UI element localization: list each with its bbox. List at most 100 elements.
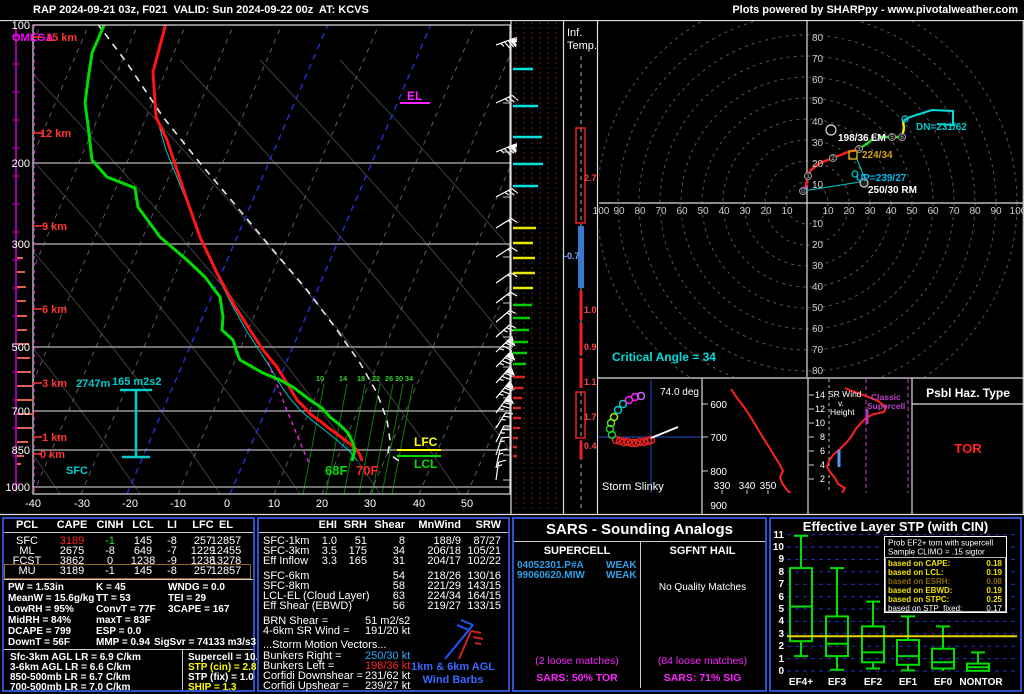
hodo-tick: 100	[1010, 206, 1024, 217]
srw-value: 133/15	[467, 600, 501, 612]
advection-value: -0.7	[564, 251, 580, 261]
height-labels: 15 km 12 km 9 km 6 km 3 km 1 km 0 km	[40, 32, 77, 461]
stp-y-labels: 11 10 9 8 7 6 5 4 3 2 1 0	[773, 531, 785, 677]
corfidi-down-row-label: Corfidi Downshear =	[263, 670, 363, 682]
thetae-tick-label: 900	[710, 501, 727, 512]
right-edge-ticks	[503, 102, 510, 481]
parcel-li: -7	[167, 545, 177, 557]
parcel-lfc: 257	[193, 565, 213, 577]
index-value: WNDG = 0.0	[168, 582, 225, 593]
ship: SHIP = 1.3	[188, 682, 237, 693]
mixr-label: 10	[316, 374, 324, 383]
sars-hail-loose: (84 loose matches)	[657, 655, 748, 667]
slinky-title: Storm Slinky	[602, 481, 664, 493]
stp-x-label: NONTOR	[959, 677, 1003, 688]
classic-label-2: Supercell	[867, 401, 905, 411]
mnwind-value: 204/17	[427, 555, 461, 567]
shear-value: 34	[392, 545, 405, 557]
index-value: maxT = 83F	[96, 615, 151, 626]
temp-label: -10	[170, 498, 186, 510]
hodo-tick: 20	[812, 159, 824, 170]
surface-label: SFC	[66, 465, 88, 477]
hodo-marker-digit: 6	[900, 135, 904, 141]
thetae-profile	[730, 388, 792, 493]
srw-value: 105/21	[467, 545, 501, 557]
effective-srh-label: 165 m2s2	[112, 376, 162, 388]
brn-shear-value: 51 m2/s2	[365, 615, 411, 627]
rh-bars	[513, 67, 543, 458]
shear-value: 31	[392, 555, 405, 567]
srh-value: 51	[354, 535, 367, 547]
bunkers-left-row-label: Bunkers Left =	[263, 660, 335, 672]
hodo-tick: 10	[822, 206, 834, 217]
parcel-cape: 3862	[59, 555, 85, 567]
divider	[4, 649, 253, 650]
parcel-el: 12857	[210, 565, 242, 577]
temp-label: 20	[316, 498, 328, 510]
parcel-li: -8	[167, 535, 177, 547]
srh-value: 175	[348, 545, 367, 557]
parcel-lfc: 257	[193, 535, 213, 547]
panel-borders	[0, 20, 1024, 516]
hodo-tick: 90	[613, 206, 625, 217]
hodo-marker-digit: 2	[831, 156, 835, 162]
bunkers-left-row-value: 198/36 kt	[365, 660, 411, 672]
index-value: ESP = 0.0	[96, 626, 142, 637]
isotherms-0c-m20c	[126, 25, 432, 494]
prob-value: 0.19	[986, 568, 1002, 577]
parcel-col-header: CINH	[96, 519, 124, 531]
corfidi-down-label: DN=231/62	[916, 122, 967, 133]
sr-height-labels: 14 12 10 8 6 4 2	[815, 390, 825, 484]
wetbulb-trace	[157, 121, 358, 462]
mixing-ratio-lines	[302, 383, 414, 494]
shear-value: 8	[398, 535, 405, 547]
height-label: 9 km	[42, 221, 67, 233]
thetae-tick-label: 340	[739, 481, 756, 492]
hodo-tick: 50	[906, 206, 918, 217]
layer-name: Eff Inflow	[263, 555, 309, 567]
stp-legend: Prob EF2+ torn with supercell Sample CLI…	[884, 536, 1007, 613]
parcel-stats-box: PCL CAPE CINH LCL LI LFC EL SFC 3189 -1 …	[2, 517, 264, 693]
supercell-composite: Supercell = 10.5	[188, 652, 264, 663]
layer-name: Eff Shear (EBWD)	[263, 600, 353, 612]
mixr-label: 18	[357, 374, 365, 383]
stp-x-label: EF0	[934, 677, 953, 688]
bunkers-right-row-label: Bunkers Right =	[263, 650, 342, 662]
sr-title-2: v.	[838, 398, 844, 408]
advection-value: 2.7	[584, 173, 597, 183]
hodo-x-labels: 100 90 80 70 60 50 40 30 20 10 10 20 30 …	[593, 206, 1024, 217]
hodo-tick: 60	[812, 75, 824, 86]
mean-wind-marker	[848, 150, 858, 160]
index-value: MidRH = 84%	[8, 615, 72, 626]
omega-bars	[17, 257, 34, 465]
advection-value: 0.4	[584, 441, 597, 451]
hodo-tick: 80	[634, 206, 646, 217]
hodo-tick: 40	[885, 206, 897, 217]
stp-y-label: 3	[778, 629, 784, 640]
hodo-tick: 10	[781, 206, 793, 217]
rh-column	[513, 22, 557, 512]
srw-value: 87/27	[473, 535, 501, 547]
parcel-col-header: LCL	[132, 519, 154, 531]
divider	[182, 649, 183, 690]
classic-label-1: Classic	[871, 392, 901, 402]
hodo-tick: 60	[676, 206, 688, 217]
corfidi-up-row-label: Corfidi Upshear =	[263, 680, 349, 692]
index-value: PW = 1.53in	[8, 582, 64, 593]
header-bar: RAP 2024-09-21 03z, F021 VALID: Sun 2024…	[0, 0, 1024, 20]
prob-value: 0.18	[986, 559, 1002, 568]
sars-match-strength: WEAK	[606, 570, 637, 581]
stp-x-label: EF1	[899, 677, 918, 688]
prob-label: based on ESRH:	[888, 577, 950, 586]
parcel-lfc: 1229	[190, 545, 216, 557]
thetae-tick-label: 330	[714, 481, 731, 492]
height-label: 6 km	[42, 304, 67, 316]
stp-title: Effective Layer STP (with CIN)	[802, 519, 989, 534]
boxplot-ef3	[825, 567, 849, 671]
thetae-panel: 600 700 800 900 330 340 350	[702, 388, 792, 512]
shear-col-header: Shear	[374, 519, 405, 531]
stp-y-label: 8	[778, 567, 784, 578]
sr46-label: 4-6km SR Wind =	[263, 625, 350, 637]
hodo-tick: 30	[812, 261, 824, 272]
index-value: MeanW = 15.6g/kg	[8, 593, 95, 604]
